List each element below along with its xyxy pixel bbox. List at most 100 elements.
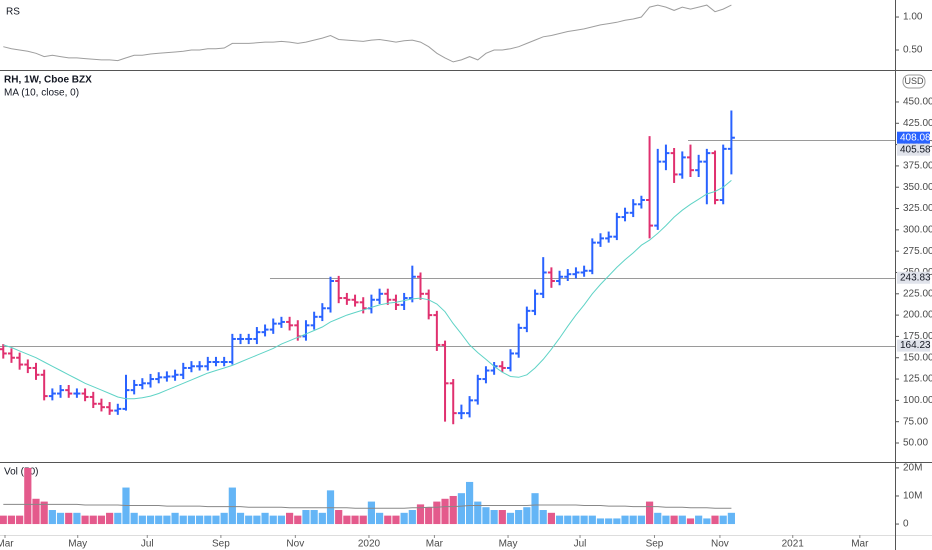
volume-title: Vol (50) xyxy=(4,467,38,478)
volume-bar xyxy=(539,510,547,525)
y-tick-label: 300.00 xyxy=(903,224,932,235)
volume-bar xyxy=(277,515,286,525)
volume-bar xyxy=(506,512,515,525)
x-tick-label: Jul xyxy=(141,539,154,550)
y-tick-label: 425.00 xyxy=(903,118,932,129)
volume-bar xyxy=(367,501,376,525)
volume-bar xyxy=(515,510,523,525)
volume-bar xyxy=(155,515,163,525)
volume-bar xyxy=(196,515,204,525)
currency-badge[interactable] xyxy=(902,74,926,89)
y-tick-label: 1.00 xyxy=(903,12,923,23)
volume-bar xyxy=(670,515,678,525)
x-tick-label: May xyxy=(68,539,87,550)
level-label-bg xyxy=(897,339,930,352)
y-tick-label: 20M xyxy=(903,463,922,474)
volume-bar xyxy=(441,498,449,525)
volume-bar xyxy=(572,515,580,525)
volume-bar xyxy=(310,510,318,525)
volume-bar xyxy=(335,510,343,525)
volume-bar xyxy=(245,515,253,525)
y-tick-label: 125.00 xyxy=(903,374,932,385)
level-label-bg xyxy=(897,143,930,156)
volume-bar xyxy=(678,515,686,525)
x-tick-label: May xyxy=(499,539,518,550)
volume-bar xyxy=(138,515,146,525)
volume-bar xyxy=(727,512,735,525)
volume-bar xyxy=(7,515,16,525)
volume-bar xyxy=(294,515,302,525)
volume-bar xyxy=(719,515,727,525)
volume-bar xyxy=(228,487,236,525)
volume-bar xyxy=(474,501,482,525)
y-tick-label: 225.00 xyxy=(903,288,932,299)
x-tick-label: Jul xyxy=(574,539,587,550)
volume-bar xyxy=(253,515,261,525)
volume-bar xyxy=(654,512,662,525)
y-tick-label: 0 xyxy=(903,519,909,530)
volume-bar xyxy=(555,515,564,525)
volume-bar xyxy=(65,512,73,525)
volume-bar xyxy=(686,518,695,525)
volume-bar xyxy=(613,518,621,525)
volume-bar xyxy=(621,515,629,525)
volume-bar xyxy=(32,498,40,525)
volume-bar xyxy=(97,515,106,525)
volume-bar xyxy=(24,467,32,525)
volume-bar xyxy=(596,518,605,525)
volume-bar xyxy=(16,515,24,525)
x-tick-label: Sep xyxy=(646,539,664,550)
y-tick-label: 50.00 xyxy=(903,438,928,449)
volume-bar xyxy=(588,515,596,525)
volume-bar xyxy=(384,515,392,525)
volume-bar xyxy=(645,501,654,525)
volume-bar xyxy=(662,515,670,525)
volume-bar xyxy=(343,515,351,525)
volume-bar xyxy=(130,512,138,525)
ma-label: MA (10, close, 0) xyxy=(4,88,79,99)
volume-bar xyxy=(465,481,474,525)
volume-bar xyxy=(433,501,441,525)
volume-bar xyxy=(179,515,187,525)
x-tick-label: 2020 xyxy=(358,539,381,550)
level-label: 405.58 xyxy=(900,144,931,155)
y-tick-label: 350.00 xyxy=(903,182,932,193)
volume-bar xyxy=(392,515,400,525)
volume-bar xyxy=(531,493,539,525)
volume-bar xyxy=(498,510,506,525)
volume-bar xyxy=(48,510,56,525)
volume-bar xyxy=(351,515,359,525)
level-label: 164.23 xyxy=(900,340,931,351)
volume-bar xyxy=(580,515,588,525)
volume-bar xyxy=(629,515,637,525)
volume-bar xyxy=(302,510,310,525)
volume-bar xyxy=(171,512,179,525)
currency: USD xyxy=(904,76,924,86)
y-tick-label: 325.00 xyxy=(903,203,932,214)
y-tick-label: 175.00 xyxy=(903,331,932,342)
volume-bar xyxy=(400,512,408,525)
y-tick-label: 150.00 xyxy=(903,352,932,363)
level-label-bg xyxy=(897,271,930,284)
x-tick-label: Nov xyxy=(286,539,304,550)
volume-bar xyxy=(564,515,572,525)
y-tick-label: 10M xyxy=(903,491,922,502)
volume-bar xyxy=(326,490,335,525)
level-label: 243.83 xyxy=(900,272,931,283)
volume-bar xyxy=(416,504,425,525)
y-tick-label: 75.00 xyxy=(903,416,928,427)
volume-bar xyxy=(286,512,294,525)
volume-bar xyxy=(187,515,196,525)
volume-bar xyxy=(89,515,97,525)
volume-bar xyxy=(318,512,326,525)
rs-title: RS xyxy=(6,7,20,18)
y-tick-label: 375.00 xyxy=(903,161,932,172)
volume-bar xyxy=(106,512,114,525)
volume-bar xyxy=(457,493,466,525)
x-tick-label: Mar xyxy=(851,539,869,550)
symbol-title: RH, 1W, Cboe BZX xyxy=(4,75,92,86)
price-label: 408.08 xyxy=(900,132,931,143)
y-tick-label: 200.00 xyxy=(903,310,932,321)
y-tick-label: 450.00 xyxy=(903,97,932,108)
